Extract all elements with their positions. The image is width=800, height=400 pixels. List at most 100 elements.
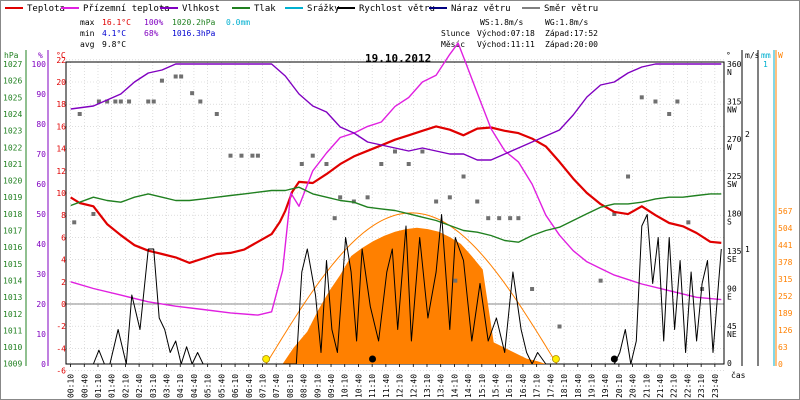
temp-tick-label: 10 [56, 189, 66, 198]
solar-tick-label: 189 [778, 309, 793, 318]
humidity-tick-label: 100 [32, 60, 47, 69]
direction-tick-label: 270 [727, 135, 742, 144]
direction-tick-label: 45 [727, 322, 737, 331]
wind-direction-point [508, 216, 513, 221]
pressure-tick-label: 1022 [3, 143, 22, 152]
wind-direction-point [198, 99, 203, 104]
moon-rise: Východ:11:11 [477, 40, 535, 49]
legend-label: Srážky [307, 4, 340, 14]
pressure-tick-label: 1023 [3, 127, 22, 136]
wind-direction-point [96, 99, 101, 104]
x-tick-label: 04:10 [176, 374, 185, 398]
temp-unit: °C [56, 51, 66, 60]
wind-direction-point [173, 74, 178, 79]
wind-direction-point [105, 99, 110, 104]
temp-tick-label: 4 [61, 256, 66, 265]
solar-unit: W [778, 51, 783, 60]
stat-avg-label: avg [80, 40, 95, 49]
wind-direction-point [127, 99, 132, 104]
x-tick-label: 09:10 [313, 374, 322, 398]
wind-direction-point [190, 91, 195, 96]
wind-direction-point [250, 153, 255, 158]
legend-label: Teplota [27, 4, 65, 14]
wind-direction-point [379, 162, 384, 166]
x-tick-label: 21:40 [656, 374, 665, 398]
x-tick-label: 14:40 [464, 374, 473, 398]
stat-min-press: 1016.3hPa [172, 29, 216, 38]
pressure-tick-label: 1010 [3, 343, 22, 352]
direction-tick-label: 225 [727, 172, 742, 181]
x-tick-label: 05:40 [217, 374, 226, 398]
stat-max-press: 1020.2hPa [172, 18, 216, 27]
x-tick-label: 02:40 [135, 374, 144, 398]
stat-min-temp: 4.1°C [102, 29, 126, 38]
x-tick-label: 04:40 [190, 374, 199, 398]
pressure-tick-label: 1016 [3, 243, 22, 252]
chart-title: 19.10.2012 [365, 52, 431, 65]
humidity-tick-label: 60 [36, 180, 46, 189]
x-tick-label: 11:40 [382, 374, 391, 398]
direction-tick-label: 90 [727, 284, 737, 293]
x-tick-label: 09:40 [327, 374, 336, 398]
wind-direction-point [598, 278, 603, 283]
wind-tick-label: 1 [745, 245, 750, 254]
wind-direction-point [228, 153, 233, 158]
legend-label: Tlak [254, 4, 276, 14]
legend: Teplota Přízemní teplota Vlhkost Tlak Srážky… [5, 4, 598, 14]
direction-tick-name: W [727, 143, 732, 152]
moon-set: Západ:20:00 [545, 40, 598, 49]
wind-direction-point [338, 195, 343, 200]
x-tick-label: 11:10 [368, 374, 377, 398]
x-axis-label: čas [731, 370, 746, 380]
x-tick-label: 01:40 [108, 374, 117, 398]
x-tick-label: 12:10 [396, 374, 405, 398]
x-tick-label: 08:10 [286, 374, 295, 398]
series-line-p-zemn-teplota [70, 42, 722, 316]
wind-wg: WG:1.8m/s [545, 18, 589, 27]
grid [66, 59, 724, 371]
legend-label: Rychlost větru [359, 4, 435, 14]
x-tick-label: 16:10 [505, 374, 514, 398]
stat-max-label: max [80, 18, 95, 27]
direction-tick-label: 180 [727, 210, 742, 219]
stat-max-temp: 16.1°C [102, 18, 131, 27]
x-tick-label: 19:40 [601, 374, 610, 398]
x-tick-label: 13:40 [437, 374, 446, 398]
wind-direction-point [159, 78, 164, 83]
stat-max-rain: 0.0mm [226, 18, 250, 27]
wind-direction-point [497, 216, 502, 221]
x-tick-label: 19:10 [587, 374, 596, 398]
pressure-tick-label: 1026 [3, 77, 22, 86]
solar-tick-label: 315 [778, 275, 793, 284]
pressure-tick-label: 1025 [3, 93, 22, 102]
x-tick-label: 03:10 [149, 374, 158, 398]
direction-tick-label: 135 [727, 247, 742, 256]
direction-tick-label: 0 [727, 359, 732, 368]
x-tick-label: 21:10 [642, 374, 651, 398]
direction-tick-name: S [727, 218, 732, 227]
wind-direction-point [420, 149, 425, 154]
x-tick-label: 23:40 [711, 374, 720, 398]
wind-direction-point [530, 287, 535, 291]
wind-direction-point [612, 212, 617, 216]
moonrise-marker [369, 355, 377, 363]
pressure-tick-label: 1019 [3, 193, 22, 202]
pressure-tick-label: 1013 [3, 293, 22, 302]
moon-label: Měsíc [441, 40, 465, 49]
direction-tick-name: NW [727, 105, 737, 114]
wind-direction-point [686, 220, 691, 225]
direction-tick-name: E [727, 292, 732, 301]
x-tick-label: 06:10 [231, 374, 240, 398]
temp-tick-label: 16 [56, 122, 66, 131]
humidity-tick-label: 10 [36, 330, 46, 339]
wind-direction-point [461, 174, 466, 179]
solar-tick-label: 0 [778, 360, 783, 369]
direction-tick-label: 360 [727, 60, 742, 69]
wind-direction-point [72, 220, 77, 225]
wind-direction-point [255, 153, 260, 158]
series-line-tlak [70, 186, 722, 243]
humidity-tick-label: 0 [41, 360, 46, 369]
wind-direction-point [91, 212, 96, 216]
temp-tick-label: -4 [56, 344, 66, 353]
wind-direction-point [639, 95, 644, 100]
